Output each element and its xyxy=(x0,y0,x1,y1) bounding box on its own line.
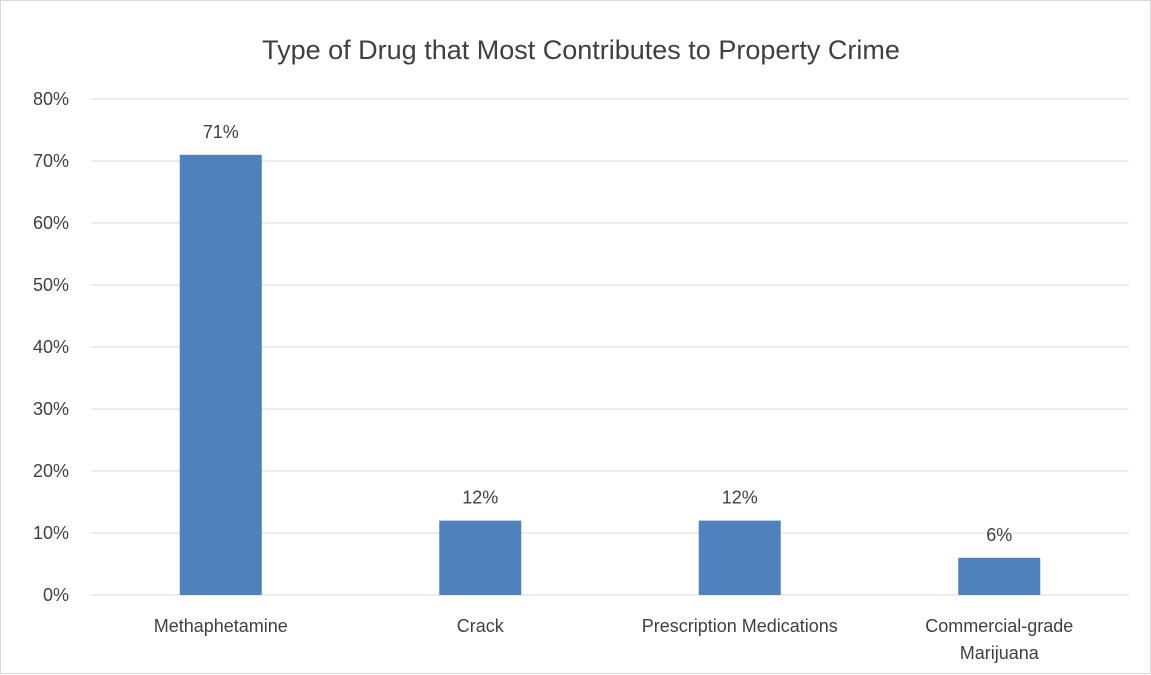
category-label: Methaphetamine xyxy=(154,616,288,636)
y-tick-label: 0% xyxy=(43,585,69,605)
data-label: 12% xyxy=(722,488,758,508)
y-tick-label: 80% xyxy=(33,89,69,109)
category-label: Crack xyxy=(457,616,505,636)
y-tick-label: 60% xyxy=(33,213,69,233)
y-axis-tick-labels: 0% 10% 20% 30% 40% 50% 60% 70% 80% xyxy=(33,89,69,605)
category-label: Commercial-grade xyxy=(925,616,1073,636)
y-tick-label: 50% xyxy=(33,275,69,295)
data-labels: 71% 12% 12% 6% xyxy=(203,122,1013,545)
y-tick-label: 20% xyxy=(33,461,69,481)
category-label: Marijuana xyxy=(960,643,1040,663)
data-label: 12% xyxy=(462,488,498,508)
chart-title: Type of Drug that Most Contributes to Pr… xyxy=(262,35,900,65)
bar xyxy=(439,520,522,595)
bar xyxy=(698,520,781,595)
bar xyxy=(179,154,262,596)
category-label: Prescription Medications xyxy=(642,616,838,636)
category-labels: Methaphetamine Crack Prescription Medicati… xyxy=(154,616,1074,663)
bars xyxy=(179,154,1041,596)
gridlines xyxy=(91,98,1129,596)
data-label: 6% xyxy=(986,525,1012,545)
bar xyxy=(958,557,1041,595)
data-label: 71% xyxy=(203,122,239,142)
y-tick-label: 40% xyxy=(33,337,69,357)
y-tick-label: 30% xyxy=(33,399,69,419)
y-tick-label: 70% xyxy=(33,151,69,171)
y-tick-label: 10% xyxy=(33,523,69,543)
